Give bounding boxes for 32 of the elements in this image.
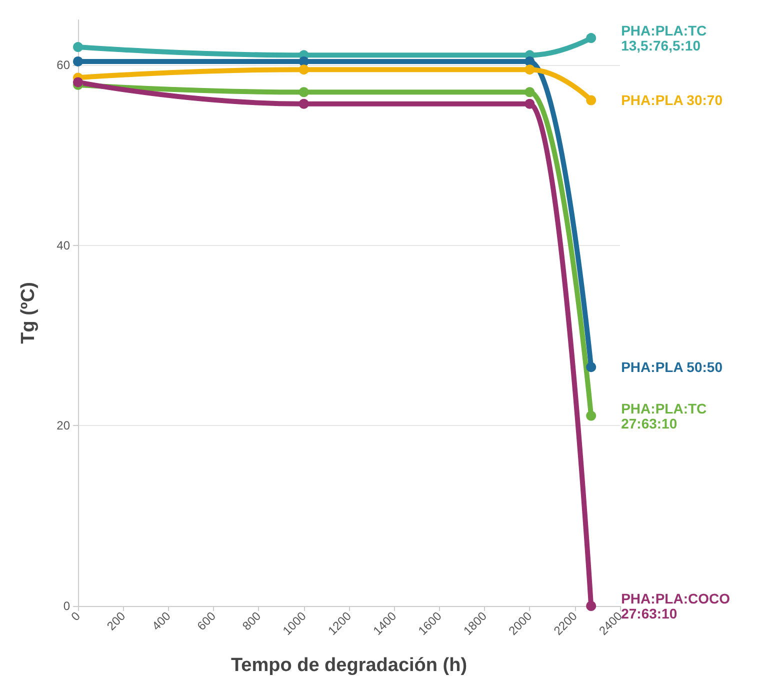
point [524,98,535,109]
y-tick-label: 0 [63,599,70,613]
point [586,410,596,421]
point [73,42,83,52]
point [586,95,596,106]
point [524,87,535,98]
x-tick-label: 200 [104,608,128,634]
x-axis-title: Tempo de degradación (h) [230,655,468,676]
point [298,98,309,109]
series-label: PHA:PLA 30:70 [621,92,723,108]
series-label: PHA:PLA 50:50 [621,359,723,376]
point [524,64,535,75]
point [73,56,83,66]
y-tick-label: 60 [56,58,70,72]
point [73,77,83,88]
x-tick-label: 600 [194,608,219,634]
y-tick-label: 20 [56,418,70,433]
point [586,601,596,611]
point [586,362,596,372]
point [298,56,309,66]
point [524,56,535,66]
series-label: PHA:PLA:TC 27:63:10 [621,400,707,432]
y-tick-label: 40 [56,238,70,252]
point [298,64,309,75]
x-tick-label: 0 [68,608,84,624]
series-label: PHA:PLA:TC 13,5:76,5:10 [621,22,707,54]
x-tick-label: 400 [149,608,174,634]
point [298,87,309,98]
series-label: PHA:PLA:COCO 27:63:10 [621,590,730,622]
y-axis-title: Tg (ºC) [18,282,39,344]
point [586,33,596,44]
x-tick-label: 800 [240,608,264,634]
